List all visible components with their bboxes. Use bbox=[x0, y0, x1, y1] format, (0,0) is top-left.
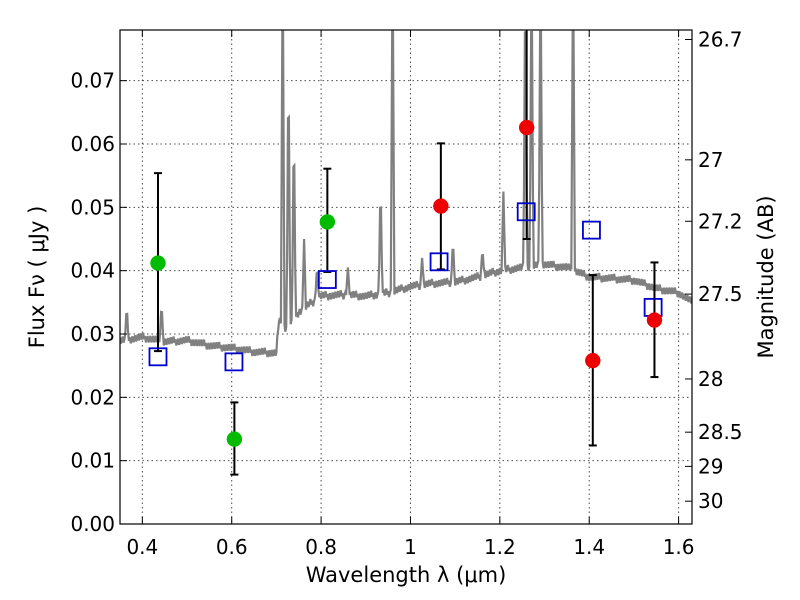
model-photometry-square bbox=[224, 352, 244, 372]
observed-nir-point bbox=[518, 119, 535, 136]
y-tick-label: 0.03 bbox=[70, 322, 115, 346]
model-spectrum-line bbox=[120, 30, 692, 358]
observed-nir-point bbox=[585, 352, 601, 369]
x-tick-label: 1 bbox=[404, 535, 417, 559]
y-axis-label: Flux Fν ( μJy ) bbox=[25, 206, 49, 349]
mag-tick-label: 27.5 bbox=[698, 282, 743, 306]
observed-optical-point bbox=[150, 255, 166, 271]
mag-tick-label: 29 bbox=[698, 454, 723, 478]
model-photometry-square bbox=[148, 347, 168, 367]
observed-nir-point bbox=[433, 198, 449, 214]
x-tick-label: 1.4 bbox=[573, 535, 605, 559]
y-tick-label: 0.07 bbox=[70, 69, 115, 93]
y-tick-label: 0.05 bbox=[70, 195, 115, 219]
mag-tick-label: 30 bbox=[698, 489, 723, 513]
x-axis-label: Wavelength λ (μm) bbox=[306, 563, 507, 587]
x-tick-label: 1.2 bbox=[484, 535, 516, 559]
mag-tick-label: 26.7 bbox=[698, 28, 743, 52]
x-tick-label: 0.8 bbox=[305, 535, 337, 559]
mag-tick-label: 27.2 bbox=[698, 209, 743, 233]
observed-nir-point bbox=[646, 312, 663, 328]
axis-ticks bbox=[120, 30, 692, 525]
model-spectrum bbox=[120, 30, 692, 358]
y-tick-label: 0.01 bbox=[70, 449, 115, 473]
y-tick-label: 0.06 bbox=[70, 132, 115, 156]
y-right-axis-label: Magnitude (AB) bbox=[754, 195, 778, 358]
x-tick-label: 0.6 bbox=[216, 535, 248, 559]
y-tick-label: 0.00 bbox=[70, 512, 115, 536]
model-photometry-square bbox=[582, 220, 601, 240]
observed-optical-point bbox=[226, 431, 243, 447]
model-photometry-square bbox=[516, 202, 536, 222]
mag-tick-label: 28.5 bbox=[698, 420, 743, 444]
y-tick-label: 0.04 bbox=[70, 259, 115, 283]
model-photometry-square bbox=[317, 270, 337, 289]
tick-labels: 0.4 0.6 0.8 1 1.2 1.4 1.6 0.00 0.01 0.02 0.03 0.04 0… bbox=[70, 28, 742, 560]
model-photometry-square bbox=[429, 252, 449, 272]
mag-tick-label: 28 bbox=[698, 367, 723, 391]
y-tick-label: 0.02 bbox=[70, 385, 115, 409]
data-markers bbox=[148, 119, 663, 447]
x-tick-label: 1.6 bbox=[663, 535, 695, 559]
mag-tick-label: 27 bbox=[698, 148, 723, 172]
x-tick-label: 0.4 bbox=[126, 535, 158, 559]
plot-frame bbox=[119, 29, 693, 525]
observed-optical-point bbox=[319, 214, 336, 230]
